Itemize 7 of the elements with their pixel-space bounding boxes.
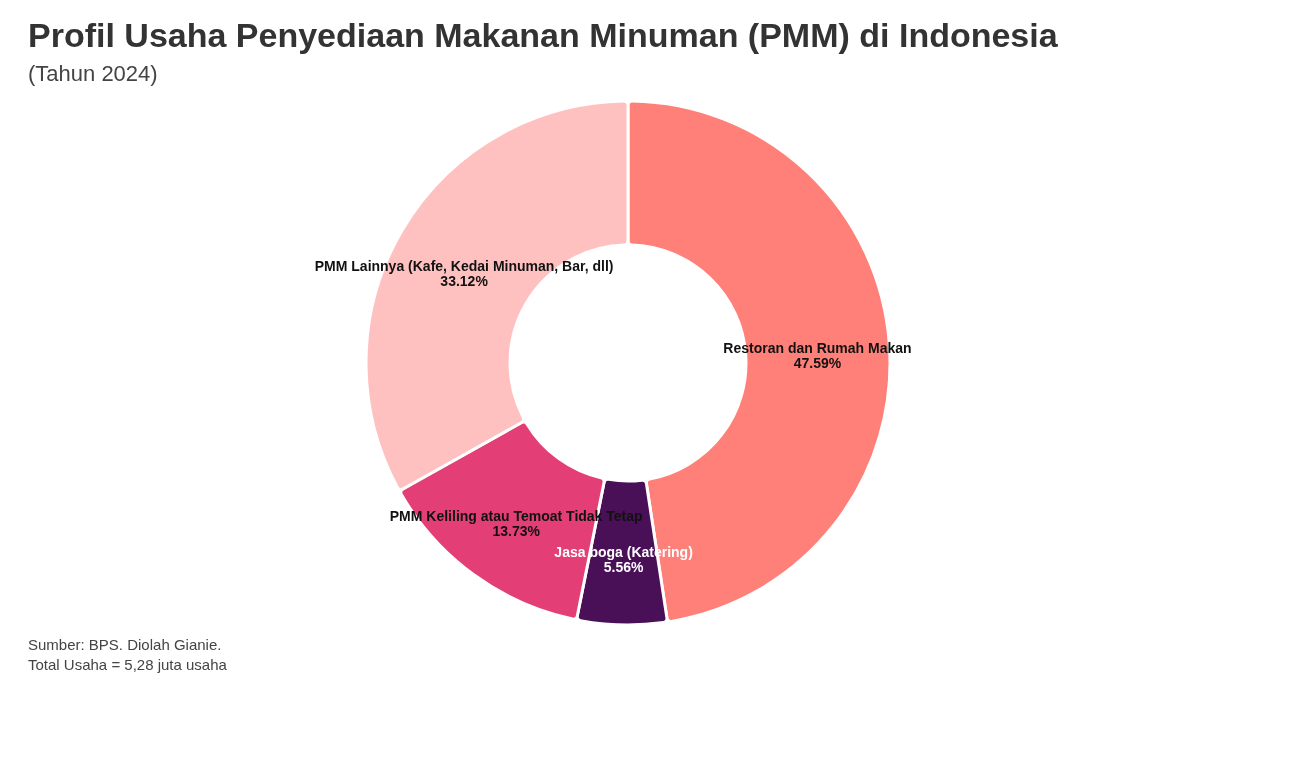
data-label: 13.73%: [492, 522, 541, 539]
text: Total Usaha = 5,28 juta usaha: [28, 656, 228, 673]
data-label: 47.59%: [793, 354, 842, 371]
text: (Tahun 2024): [28, 61, 158, 87]
text: Sumber: BPS. Diolah Gianie.: [28, 636, 222, 653]
chart-title: Profil Usaha Penyediaan Makanan Minuman (PMM) di Indonesia: [28, 16, 1059, 55]
slice-label: PMM Lainnya (Kafe, Kedai Minuman, Bar, dll): [314, 257, 614, 274]
